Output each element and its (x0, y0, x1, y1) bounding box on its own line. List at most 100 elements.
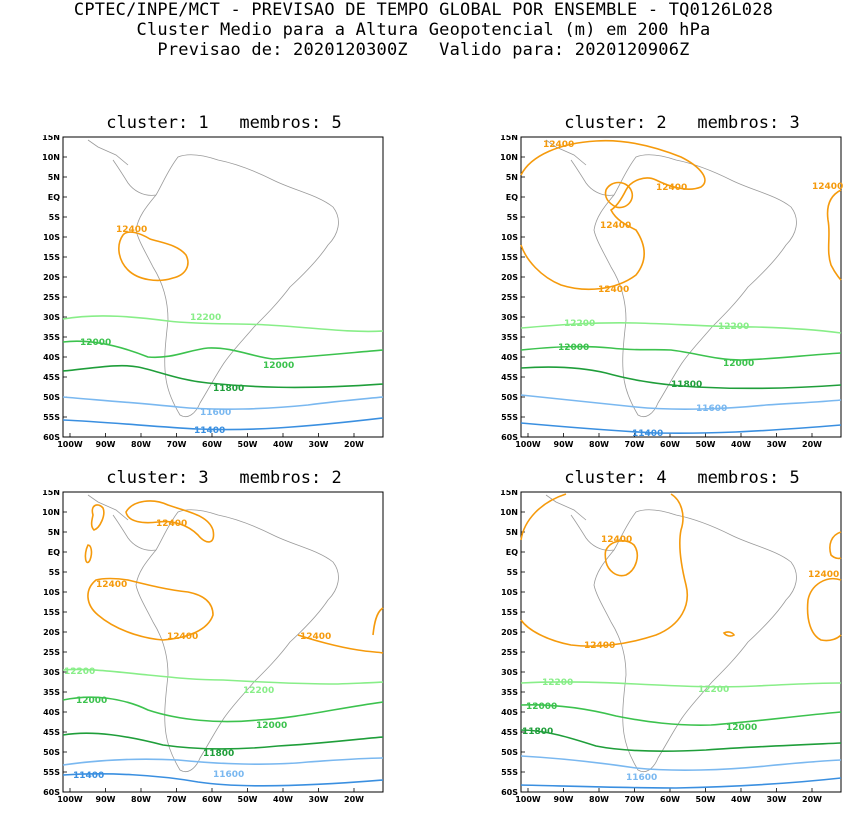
lon-tick-label: 80W (589, 795, 609, 804)
lat-tick-label: 50S (501, 748, 518, 757)
contour-12200 (62, 668, 384, 685)
contour-11400 (62, 417, 384, 431)
axes-group: 15N 10N 5N EQ 5S 10S 15S 20S 25S 30S 35S 40S 45S 50S 5… (42, 490, 384, 804)
lat-tick-label: 45S (501, 728, 518, 737)
lat-tick-label: 5S (507, 568, 519, 577)
lon-tick-label: 40W (273, 795, 293, 804)
contour-11400 (520, 777, 842, 789)
lat-tick-label: 5N (506, 528, 518, 537)
label-11600: 11600 (626, 773, 657, 783)
label-12200-east: 12200 (698, 685, 729, 695)
lat-tick-label: EQ (506, 193, 518, 202)
lat-tick-label: 15S (501, 253, 518, 262)
lon-tick-label: 80W (589, 440, 609, 449)
contour-labels: 12400 12400 12400 12400 12400 12200 1220… (543, 140, 843, 439)
lon-tick-label: 30W (767, 795, 787, 804)
contour-12000 (520, 345, 842, 361)
axes-group: 15N 10N 5N EQ 5S 10S 15S 20S 25S 30S 35S 40S 45S 50S 5… (42, 135, 384, 449)
lon-tick-label: 50W (696, 440, 716, 449)
lat-tick-label: 60S (501, 433, 518, 442)
lon-tick-label: 90W (554, 440, 574, 449)
lat-tick-label: 60S (501, 788, 518, 797)
map-panel-2: 15N 10N 5N EQ 5S 10S 15S 20S 25S 30S 35S 40S 45S 50S 5… (486, 135, 847, 465)
lat-tick-label: 25S (501, 293, 518, 302)
lon-tick-label: 40W (273, 440, 293, 449)
lat-tick-label: 40S (43, 708, 60, 717)
lon-tick-label: 50W (238, 440, 258, 449)
contour-11800 (62, 364, 384, 389)
contour-12200 (520, 681, 842, 688)
lon-tick-label: 20W (344, 795, 364, 804)
label-12400-d: 12400 (300, 632, 331, 642)
label-12000-west: 12000 (76, 696, 107, 706)
contour-11800 (520, 729, 842, 752)
contours (520, 493, 842, 789)
lat-tick-label: 5N (48, 528, 60, 537)
lon-tick-label: 70W (625, 795, 645, 804)
lon-tick-label: 70W (625, 440, 645, 449)
contour-labels: 12400 12400 12400 12200 12200 12000 1200… (522, 535, 839, 783)
contours (62, 500, 384, 787)
label-11600: 11600 (696, 404, 727, 414)
label-11800: 11800 (671, 380, 702, 390)
label-12400-a: 12400 (156, 519, 187, 529)
label-11600: 11600 (213, 770, 244, 780)
panel-3-title: cluster: 3 membros: 2 (106, 468, 342, 488)
lat-tick-label: 5S (507, 213, 519, 222)
lat-tick-label: 10N (500, 508, 518, 517)
lon-tick-label: 60W (202, 795, 222, 804)
label-12400-a: 12400 (543, 140, 574, 150)
lon-tick-label: 70W (167, 440, 187, 449)
lat-tick-label: 50S (501, 393, 518, 402)
lat-tick-label: 15S (501, 608, 518, 617)
label-12400-a: 12400 (601, 535, 632, 545)
label-12000-west: 12000 (558, 343, 589, 353)
lat-tick-label: 55S (501, 413, 518, 422)
lat-tick-label: 15S (43, 253, 60, 262)
lon-tick-label: 80W (131, 440, 151, 449)
contour-11600 (520, 394, 842, 410)
lat-tick-label: EQ (48, 548, 60, 557)
lat-tick-label: 30S (43, 668, 60, 677)
label-12400-c: 12400 (584, 641, 615, 651)
contours (520, 139, 842, 435)
label-12400-d: 12400 (600, 221, 631, 231)
header-line-3: Previsao de: 2020120300Z Valido para: 20… (157, 40, 690, 60)
label-12400-e: 12400 (598, 285, 629, 295)
lon-tick-label: 90W (554, 795, 574, 804)
lon-tick-label: 100W (515, 440, 541, 449)
contour-12400-east (806, 531, 842, 642)
contour-12200 (62, 315, 384, 333)
lat-tick-label: 10N (500, 153, 518, 162)
label-12200-west: 12200 (64, 667, 95, 677)
land-outline (545, 139, 797, 418)
lat-tick-label: 45S (43, 728, 60, 737)
lat-tick-label: 10S (501, 588, 518, 597)
contour-12400-n1 (90, 504, 105, 531)
lat-tick-label: 10S (43, 233, 60, 242)
lon-tick-label: 100W (57, 440, 83, 449)
contour-labels: 12400 12200 12000 12000 11800 11600 1140… (80, 225, 294, 436)
contour-11800 (62, 732, 384, 750)
lat-tick-label: 25S (43, 648, 60, 657)
contour-12400-e (297, 607, 384, 654)
label-12200: 12200 (190, 313, 221, 323)
lon-tick-label: 40W (731, 795, 751, 804)
contour-labels: 12400 12400 12400 12400 12200 12200 1200… (64, 519, 331, 781)
contour-11400 (62, 773, 384, 787)
lat-tick-label: 25S (43, 293, 60, 302)
lat-tick-label: 40S (43, 353, 60, 362)
label-12400-b: 12400 (96, 580, 127, 590)
lat-tick-label: 25S (501, 648, 518, 657)
lat-tick-label: 30S (43, 313, 60, 322)
label-12000-west: 12000 (526, 702, 557, 712)
map-frame (62, 136, 384, 438)
label-12400: 12400 (116, 225, 147, 235)
lon-tick-label: 30W (309, 795, 329, 804)
contour-12400-mid (87, 577, 214, 641)
contour-12400-w (84, 544, 93, 564)
lon-tick-label: 80W (131, 795, 151, 804)
contour-12400-north (520, 139, 706, 291)
lat-tick-label: EQ (506, 548, 518, 557)
lat-tick-label: 30S (501, 313, 518, 322)
